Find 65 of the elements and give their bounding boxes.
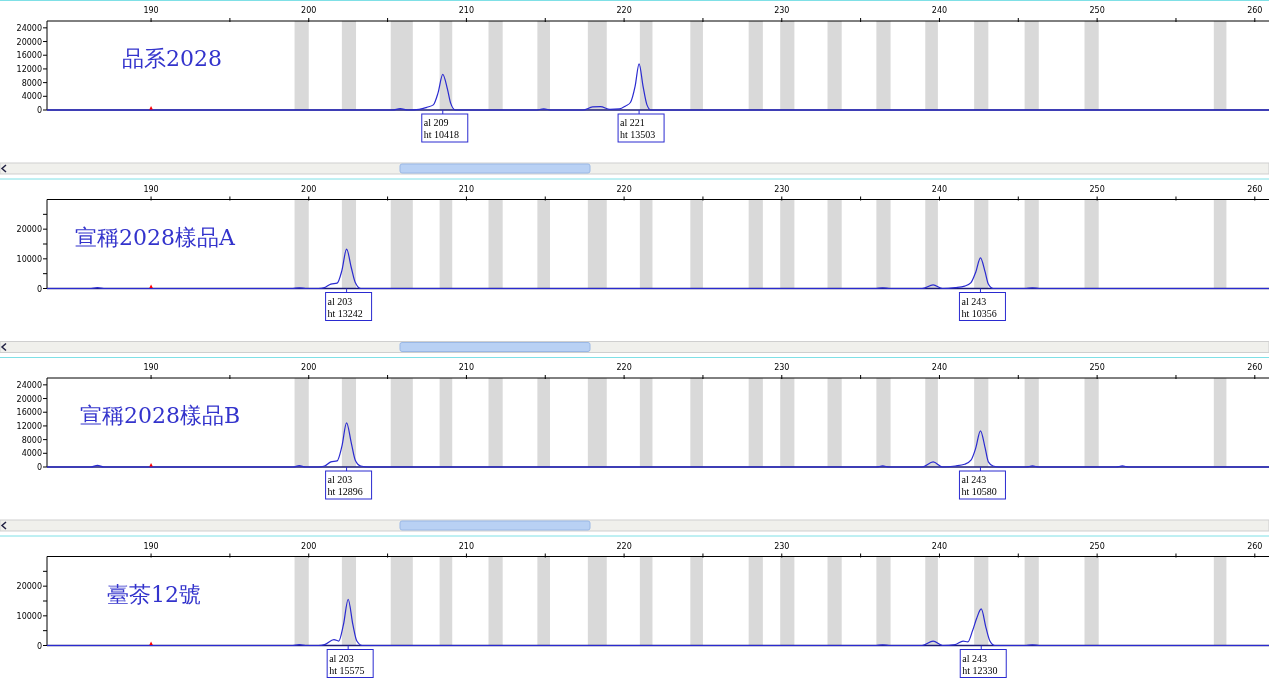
x-tick-label: 210	[458, 184, 475, 194]
x-tick-label: 240	[931, 541, 948, 551]
annotation: al 203 ht 15575	[329, 652, 365, 676]
y-tick-label: 0	[36, 463, 42, 472]
x-tick-label: 250	[1089, 363, 1105, 372]
y-tick-label: 8000	[21, 78, 42, 88]
y-tick-label: 10000	[16, 611, 42, 621]
x-tick-label: 220	[616, 363, 632, 372]
x-tick-label: 200	[301, 541, 317, 551]
y-tick-label: 12000	[16, 64, 42, 74]
x-tick-label: 200	[301, 363, 317, 372]
y-tick-label: 20000	[16, 582, 42, 592]
x-tick-label: 210	[458, 363, 475, 372]
annotation: al 203 ht 13242	[327, 295, 363, 319]
y-tick-label: 8000	[21, 435, 42, 445]
x-tick-label: 250	[1089, 6, 1105, 15]
x-tick-label: 260	[1247, 541, 1263, 551]
text: 品系2028	[122, 46, 222, 71]
x-tick-label: 190	[143, 541, 159, 551]
y-tick-label: 20000	[16, 394, 42, 404]
annotation: al 243 ht 10356	[961, 295, 997, 319]
y-tick-label: 20000	[16, 225, 42, 235]
y-tick-label: 24000	[16, 380, 42, 390]
y-tick-label: 4000	[21, 92, 42, 102]
x-tick-label: 220	[616, 6, 632, 15]
x-tick-label: 230	[774, 541, 790, 551]
y-tick-label: 0	[36, 641, 42, 651]
text: 宣稱2028樣品A	[75, 224, 236, 250]
x-tick-label: 260	[1247, 363, 1263, 372]
x-tick-label: 240	[931, 184, 948, 194]
y-tick-label: 10000	[16, 254, 42, 264]
x-tick-label: 240	[931, 6, 948, 15]
text: 臺茶12號	[107, 581, 201, 607]
x-tick-label: 190	[143, 6, 159, 15]
x-tick-label: 260	[1247, 6, 1263, 15]
annotation: al 203 ht 12896	[327, 474, 363, 497]
annotation: al 243 ht 12330	[962, 652, 998, 676]
y-tick-label: 24000	[16, 23, 42, 33]
y-tick-label: 12000	[16, 421, 42, 431]
x-tick-label: 250	[1089, 541, 1105, 551]
y-tick-label: 16000	[16, 51, 42, 61]
y-tick-label: 20000	[16, 37, 42, 47]
y-tick-label: 0	[36, 106, 42, 115]
x-tick-label: 230	[774, 6, 790, 15]
x-tick-label: 210	[458, 541, 475, 551]
x-tick-label: 230	[774, 184, 790, 194]
y-tick-label: 0	[36, 284, 42, 294]
x-tick-label: 240	[931, 363, 948, 372]
y-tick-label: 4000	[21, 449, 42, 459]
x-tick-label: 220	[616, 184, 632, 194]
text: 宣稱2028樣品B	[80, 403, 241, 428]
x-tick-label: 200	[301, 6, 317, 15]
annotation: al 243 ht 10580	[961, 474, 997, 497]
y-tick-label: 16000	[16, 408, 42, 418]
x-tick-label: 190	[143, 363, 159, 372]
x-tick-label: 200	[301, 184, 317, 194]
x-tick-label: 210	[458, 6, 475, 15]
x-tick-label: 230	[774, 363, 790, 372]
x-tick-label: 190	[143, 184, 159, 194]
annotation: al 209 ht 10418	[423, 117, 460, 140]
annotation: al 221 ht 13503	[620, 117, 656, 140]
line-series	[46, 248, 1269, 290]
x-tick-label: 260	[1247, 184, 1263, 194]
x-tick-label: 250	[1089, 184, 1105, 194]
x-tick-label: 220	[616, 541, 632, 551]
